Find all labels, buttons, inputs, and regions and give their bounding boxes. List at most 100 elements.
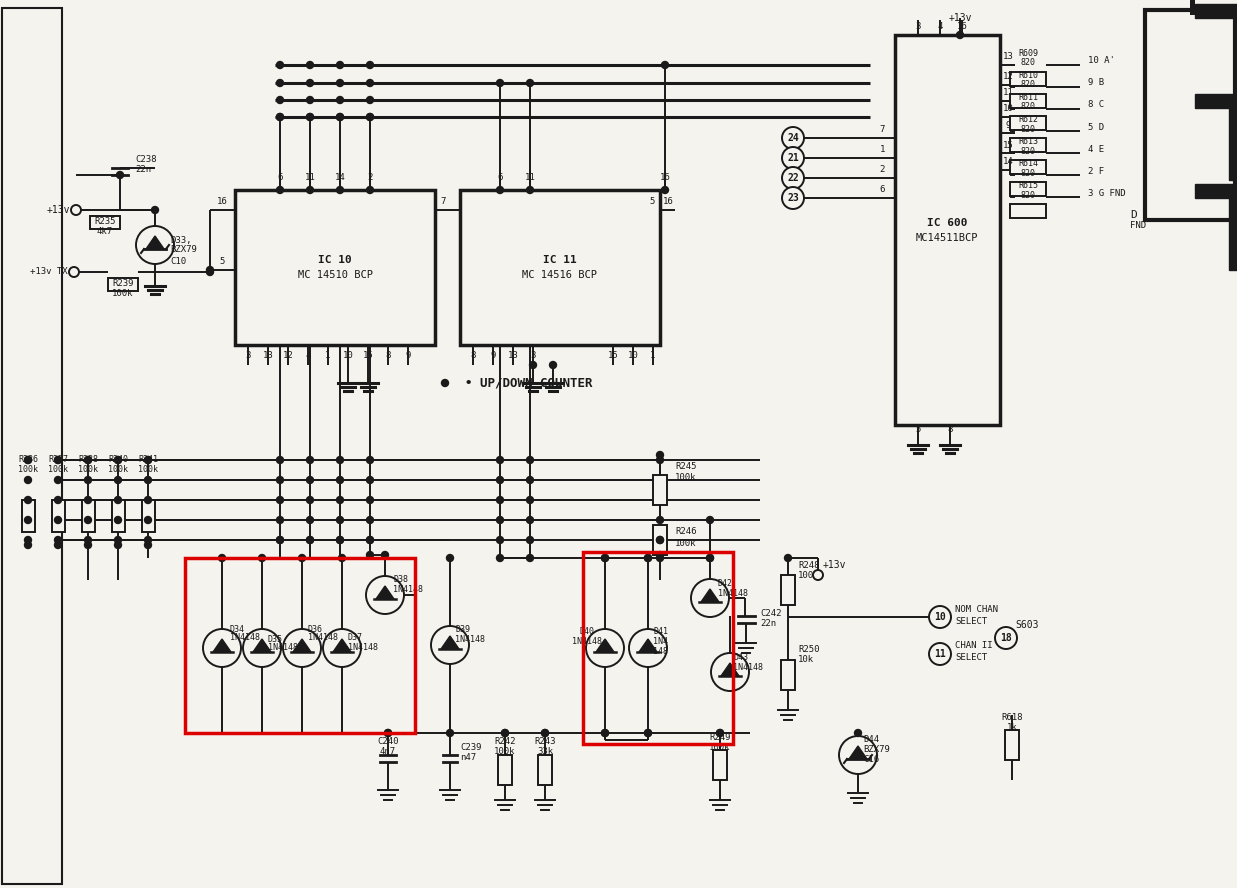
- Circle shape: [136, 226, 174, 264]
- Circle shape: [54, 542, 62, 549]
- Text: 10 A': 10 A': [1089, 57, 1115, 66]
- Text: 100k: 100k: [113, 289, 134, 297]
- Text: 24: 24: [787, 133, 799, 143]
- Circle shape: [336, 80, 344, 86]
- Text: D44: D44: [863, 735, 880, 744]
- Circle shape: [336, 114, 344, 121]
- Circle shape: [447, 554, 454, 561]
- Circle shape: [496, 554, 503, 561]
- Circle shape: [366, 551, 374, 559]
- Text: C242: C242: [760, 608, 782, 617]
- Bar: [1190, 0, 1237, 15]
- Circle shape: [657, 551, 663, 559]
- Circle shape: [527, 80, 533, 86]
- Polygon shape: [213, 639, 231, 652]
- Circle shape: [207, 268, 214, 275]
- Text: D35: D35: [268, 636, 283, 645]
- Circle shape: [496, 456, 503, 464]
- Bar: [113, 500, 125, 532]
- Text: R610: R610: [1018, 72, 1038, 81]
- Circle shape: [307, 97, 313, 104]
- Circle shape: [496, 517, 503, 524]
- Circle shape: [25, 517, 31, 524]
- Text: 1N4148: 1N4148: [308, 633, 338, 643]
- Circle shape: [813, 570, 823, 580]
- Polygon shape: [442, 636, 459, 649]
- Circle shape: [716, 730, 724, 736]
- Text: 820: 820: [1021, 169, 1035, 178]
- Text: 14: 14: [1003, 157, 1013, 167]
- Circle shape: [84, 517, 92, 524]
- Circle shape: [151, 207, 158, 213]
- Circle shape: [145, 477, 151, 483]
- Circle shape: [207, 266, 214, 274]
- Text: 11: 11: [524, 173, 536, 183]
- Text: FND: FND: [1131, 220, 1147, 229]
- Text: R236: R236: [19, 456, 38, 464]
- Circle shape: [366, 186, 374, 194]
- Text: 22: 22: [787, 173, 799, 183]
- Circle shape: [527, 536, 533, 543]
- Text: • UP/DOWN COUNTER: • UP/DOWN COUNTER: [465, 377, 593, 390]
- Circle shape: [307, 536, 313, 543]
- Bar: [460, 190, 661, 345]
- Circle shape: [307, 496, 313, 503]
- Text: 1k: 1k: [1007, 724, 1017, 733]
- Text: 10: 10: [1003, 105, 1013, 114]
- Circle shape: [336, 97, 344, 104]
- Text: SELECT: SELECT: [955, 654, 987, 662]
- Text: +13v TX: +13v TX: [31, 267, 68, 276]
- Text: 16: 16: [956, 22, 967, 31]
- Circle shape: [644, 554, 652, 561]
- Circle shape: [25, 496, 31, 503]
- Text: C239: C239: [460, 743, 481, 752]
- Text: R241: R241: [139, 456, 158, 464]
- Text: 100k: 100k: [675, 473, 696, 482]
- Text: R250: R250: [798, 646, 819, 654]
- Text: R618: R618: [1001, 713, 1023, 723]
- Text: 820: 820: [1021, 81, 1035, 90]
- Text: D38: D38: [393, 575, 408, 584]
- Circle shape: [706, 554, 714, 561]
- Text: 11: 11: [304, 173, 315, 183]
- Text: 100k: 100k: [139, 465, 158, 474]
- Circle shape: [782, 127, 804, 149]
- Text: 1N4148: 1N4148: [393, 585, 423, 594]
- Circle shape: [366, 61, 374, 68]
- Text: 3: 3: [915, 22, 920, 31]
- Circle shape: [115, 517, 121, 524]
- Circle shape: [496, 496, 503, 503]
- Text: R235: R235: [94, 217, 116, 226]
- Text: 1: 1: [325, 352, 330, 361]
- Circle shape: [25, 456, 31, 464]
- Bar: [713, 750, 727, 780]
- Text: C238: C238: [135, 155, 157, 164]
- Circle shape: [25, 536, 31, 543]
- Bar: [90, 216, 120, 229]
- Text: +13v: +13v: [949, 13, 972, 23]
- Circle shape: [145, 542, 151, 549]
- Circle shape: [277, 456, 283, 464]
- Circle shape: [277, 114, 283, 121]
- Circle shape: [657, 554, 663, 561]
- Circle shape: [336, 536, 344, 543]
- Circle shape: [336, 517, 344, 524]
- Circle shape: [855, 730, 861, 736]
- Text: 8: 8: [385, 352, 391, 361]
- Text: 2: 2: [367, 173, 372, 183]
- Circle shape: [716, 730, 724, 736]
- Bar: [1230, 190, 1237, 270]
- Circle shape: [277, 97, 283, 104]
- Circle shape: [277, 517, 283, 524]
- Circle shape: [839, 736, 877, 774]
- Circle shape: [115, 536, 121, 543]
- Circle shape: [277, 536, 283, 543]
- Text: 15: 15: [1003, 140, 1013, 149]
- Bar: [1145, 10, 1235, 220]
- Text: 148: 148: [653, 647, 668, 656]
- Text: BZX79: BZX79: [169, 245, 197, 255]
- Polygon shape: [146, 236, 165, 249]
- Circle shape: [339, 554, 345, 561]
- Circle shape: [25, 456, 31, 464]
- Circle shape: [366, 536, 374, 543]
